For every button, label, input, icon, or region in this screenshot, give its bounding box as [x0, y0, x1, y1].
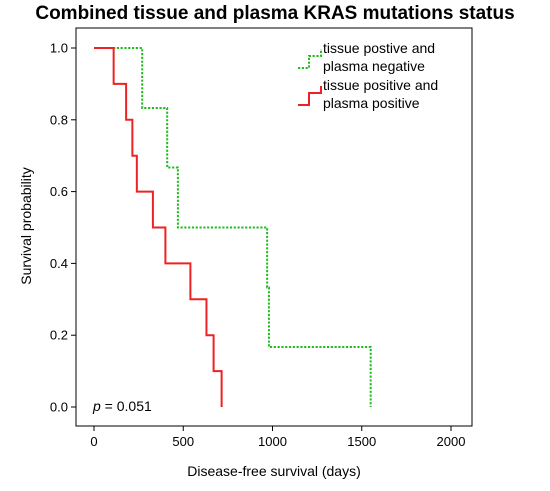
y-tick-label: 0.4	[50, 256, 68, 271]
y-ticks: 0.0 0.2 0.4 0.6 0.8 1.0	[50, 41, 76, 415]
legend-label: plasma negative	[323, 58, 425, 74]
p-value: = 0.051	[101, 398, 152, 414]
p-symbol: p	[92, 398, 101, 414]
survival-curve-2	[94, 47, 223, 407]
plot-frame	[75, 27, 473, 427]
y-tick-label: 1.0	[50, 41, 68, 56]
legend-swatch-2	[298, 86, 322, 106]
legend-label: tissue positive and	[323, 77, 438, 93]
survival-curves	[94, 47, 372, 407]
x-ticks: 0 500 1000 1500 2000	[90, 426, 465, 449]
y-tick-label: 0.6	[50, 184, 68, 199]
x-tick-label: 1500	[347, 434, 376, 449]
survival-curve-1	[94, 47, 372, 407]
p-value-annotation: p = 0.051	[92, 398, 152, 414]
legend-label: plasma positive	[323, 95, 420, 111]
x-tick-label: 500	[172, 434, 194, 449]
x-tick-label: 2000	[437, 434, 466, 449]
legend-label: tissue postive and	[323, 40, 435, 56]
y-tick-label: 0.2	[50, 328, 68, 343]
legend: tissue postive and plasma negative tissue …	[298, 40, 438, 111]
x-axis-label: Disease-free survival (days)	[187, 463, 361, 479]
y-tick-label: 0.0	[50, 400, 68, 415]
y-axis-label: Survival probability	[18, 167, 34, 285]
chart-title: Combined tissue and plasma KRAS mutation…	[35, 3, 515, 24]
x-tick-label: 0	[90, 434, 97, 449]
legend-swatch-1	[298, 49, 322, 69]
x-tick-label: 1000	[258, 434, 287, 449]
y-tick-label: 0.8	[50, 112, 68, 127]
